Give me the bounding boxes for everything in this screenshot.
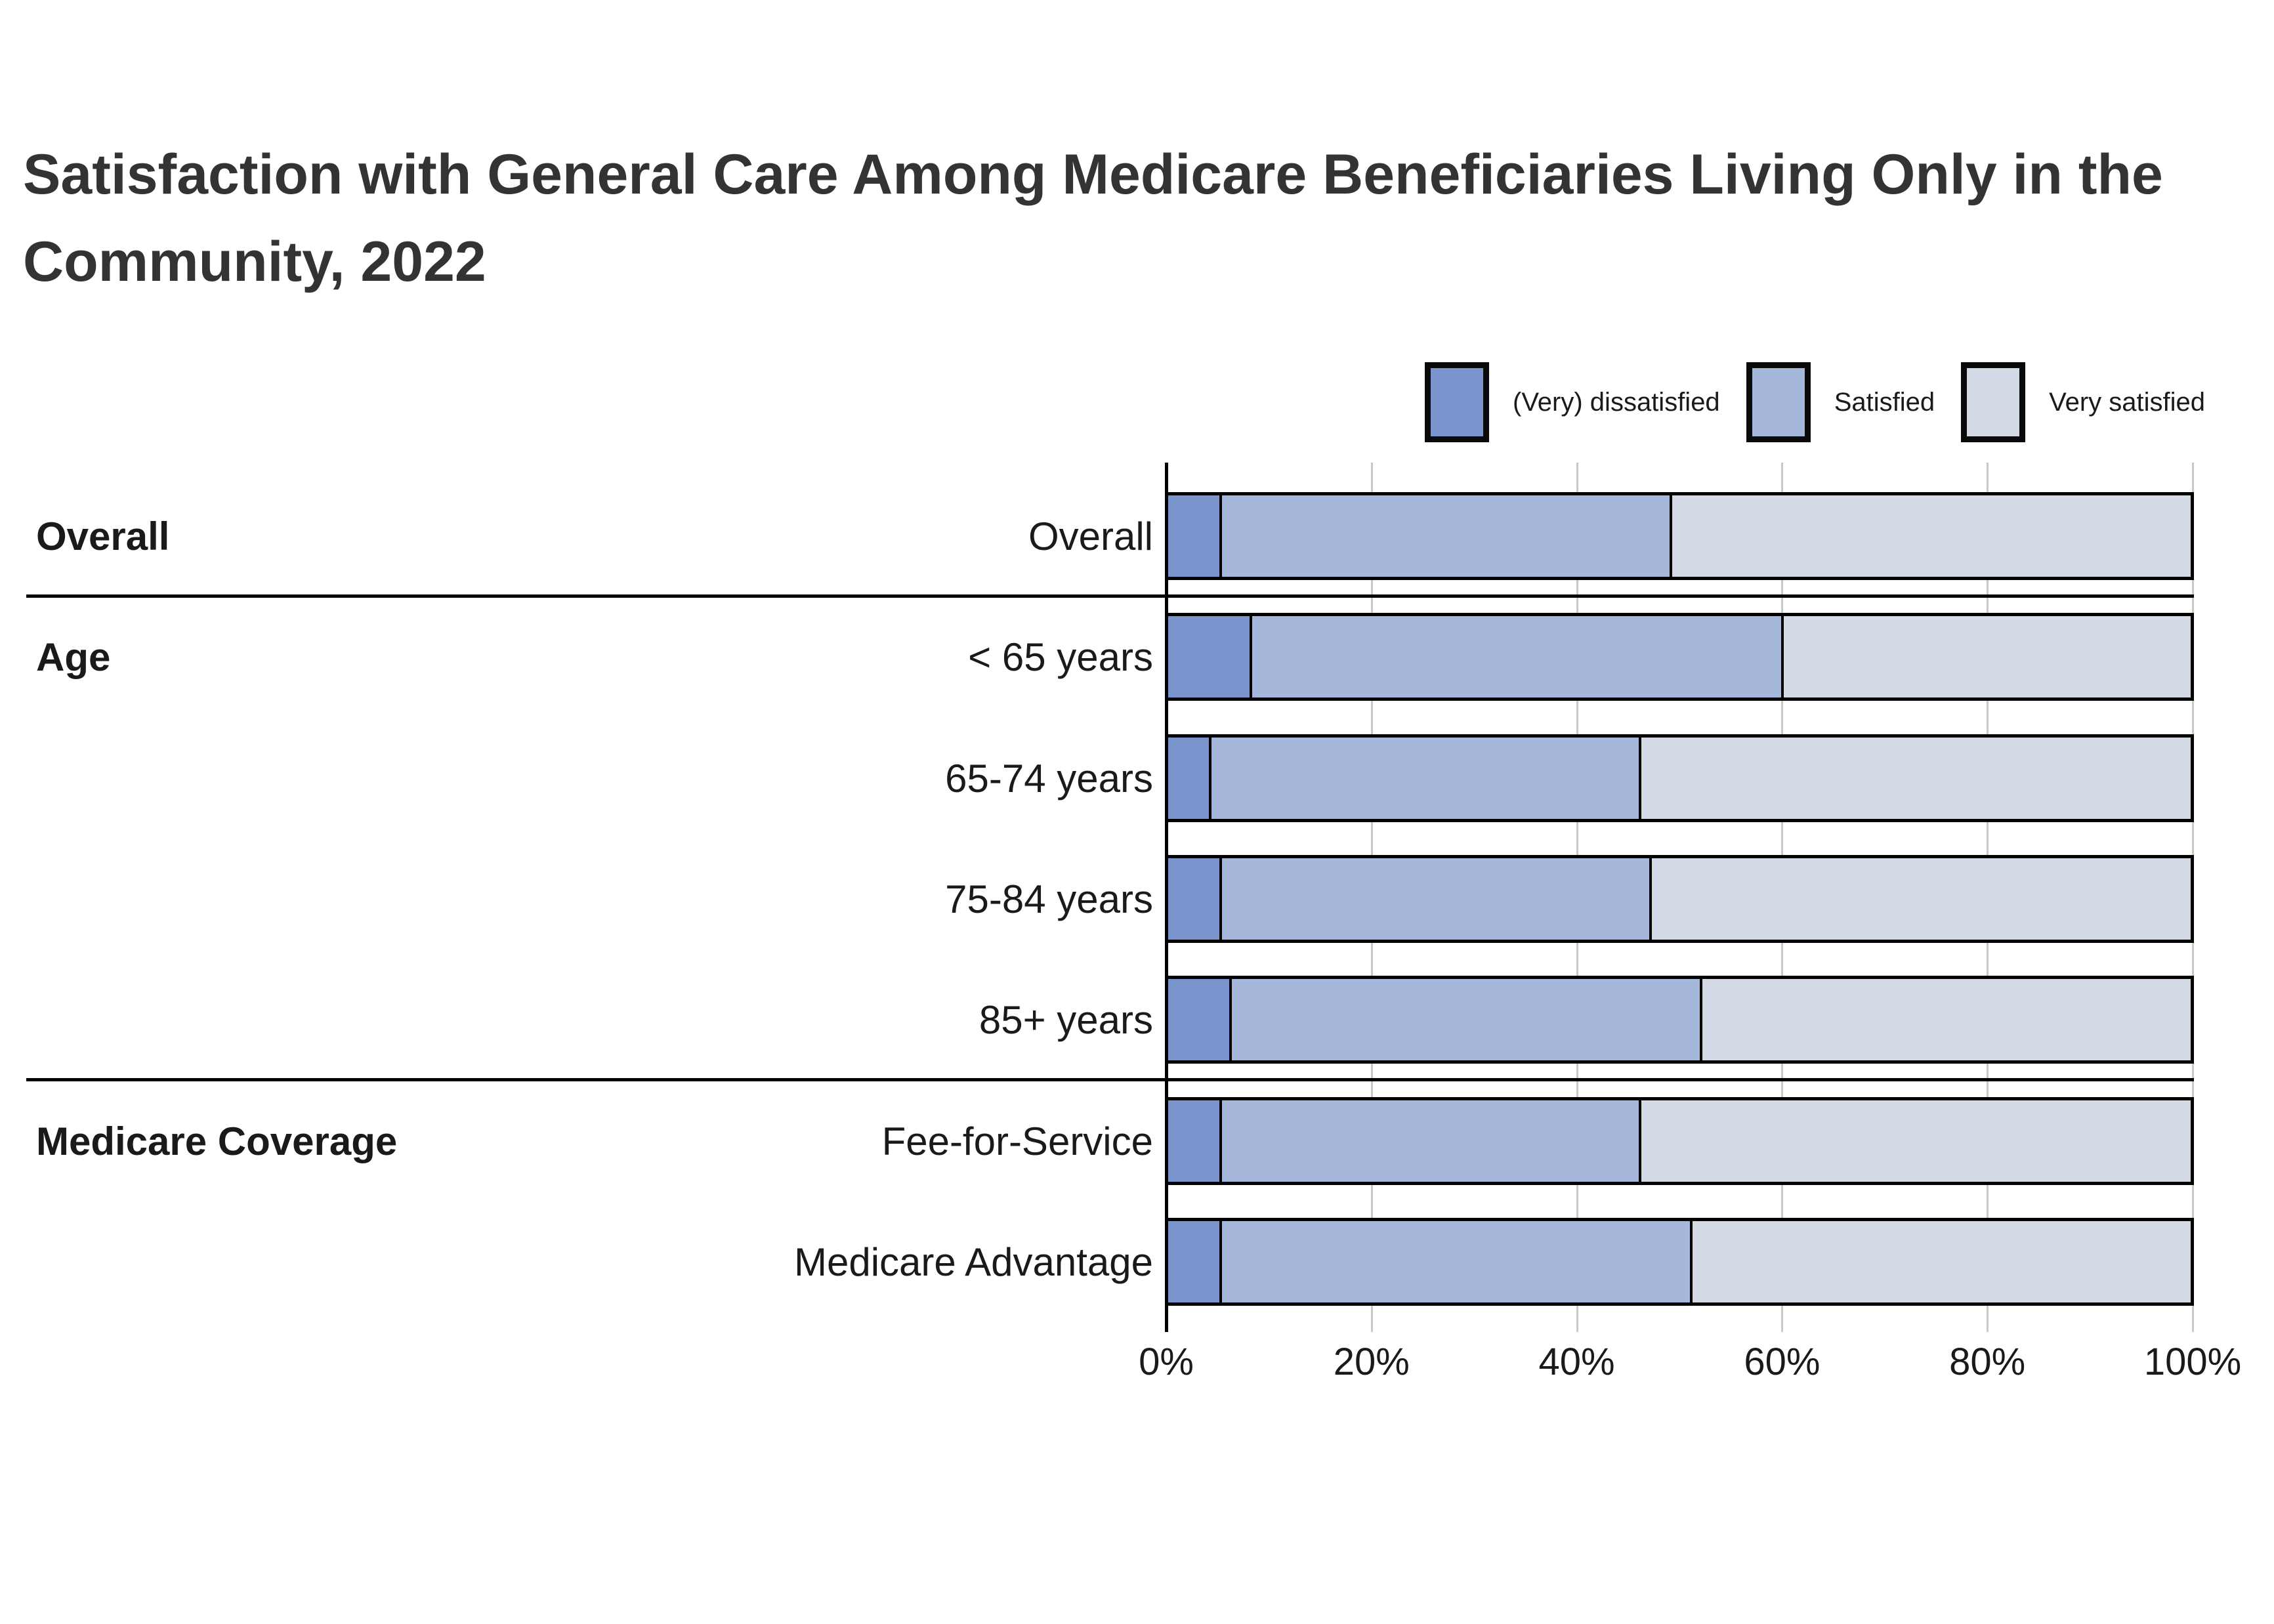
bar-segment-75-84-years-very-satisfied <box>1649 858 2191 940</box>
group-label-medicare-coverage: Medicare Coverage <box>36 1119 398 1163</box>
bar-segment-medicare-advantage-very-dissatisfied <box>1168 1221 1219 1302</box>
x-tick-label-80%: 80% <box>1949 1341 2026 1383</box>
bar-segment-85-years-satisfied <box>1229 979 1700 1060</box>
legend-item-satisfied: Satisfied <box>1746 362 1935 442</box>
x-tick-label-60%: 60% <box>1744 1341 1821 1383</box>
chart-title: Satisfaction with General Care Among Med… <box>23 131 2254 306</box>
x-tick-label-20%: 20% <box>1333 1341 1410 1383</box>
chart-title-line-2: Community, 2022 <box>23 230 486 293</box>
chart-title-line-1: Satisfaction with General Care Among Med… <box>23 143 2163 206</box>
group-label-age: Age <box>36 635 111 679</box>
bar-segment-65-74-years-very-dissatisfied <box>1168 738 1209 819</box>
legend-swatch-dissatisfied <box>1425 362 1490 442</box>
bar-segment-65-years-satisfied <box>1250 616 1781 697</box>
bar-segment-overall-satisfied <box>1219 495 1670 577</box>
row-label-fee-for-service: Fee-for-Service <box>881 1119 1153 1163</box>
x-tick-label-40%: 40% <box>1538 1341 1615 1383</box>
group-separator-after-85-years <box>26 1078 2194 1081</box>
bar-segment-65-years-very-dissatisfied <box>1168 616 1250 697</box>
bar-segment-65-74-years-very-satisfied <box>1639 738 2191 819</box>
legend-swatch-satisfied <box>1746 362 1811 442</box>
legend-swatch-very-satisfied <box>1961 362 2026 442</box>
bar-65-years <box>1165 613 2194 701</box>
bar-65-74-years <box>1165 734 2194 822</box>
group-separator-after-overall <box>26 594 2194 598</box>
bar-fee-for-service <box>1165 1097 2194 1185</box>
legend-item-very-satisfied: Very satisfied <box>1961 362 2205 442</box>
row-label-65-74-years: 65-74 years <box>945 756 1153 801</box>
plot-area <box>1165 463 2194 1332</box>
bar-segment-medicare-advantage-satisfied <box>1219 1221 1690 1302</box>
row-label-65-years: < 65 years <box>968 635 1153 679</box>
bar-segment-85-years-very-satisfied <box>1700 979 2191 1060</box>
row-label-85-years: 85+ years <box>979 997 1153 1042</box>
bar-segment-fee-for-service-satisfied <box>1219 1100 1639 1182</box>
bar-segment-fee-for-service-very-dissatisfied <box>1168 1100 1219 1182</box>
legend: (Very) dissatisfied Satisfied Very satis… <box>1425 362 2205 442</box>
row-label-medicare-advantage: Medicare Advantage <box>793 1239 1153 1284</box>
legend-item-dissatisfied: (Very) dissatisfied <box>1425 362 1720 442</box>
bar-segment-overall-very-dissatisfied <box>1168 495 1219 577</box>
legend-label-very-satisfied: Very satisfied <box>2049 387 2205 417</box>
bar-segment-75-84-years-satisfied <box>1219 858 1649 940</box>
row-label-overall: Overall <box>1028 514 1153 558</box>
bar-75-84-years <box>1165 855 2194 943</box>
row-label-75-84-years: 75-84 years <box>945 877 1153 921</box>
bar-segment-65-74-years-satisfied <box>1209 738 1639 819</box>
bar-segment-85-years-very-dissatisfied <box>1168 979 1229 1060</box>
bar-segment-medicare-advantage-very-satisfied <box>1689 1221 2191 1302</box>
x-tick-label-100%: 100% <box>2143 1341 2242 1383</box>
bar-segment-overall-very-satisfied <box>1669 495 2191 577</box>
bar-segment-fee-for-service-very-satisfied <box>1639 1100 2191 1182</box>
bar-overall <box>1165 492 2194 580</box>
bar-segment-65-years-very-satisfied <box>1781 616 2191 697</box>
x-tick-label-0%: 0% <box>1139 1341 1194 1383</box>
bar-85-years <box>1165 976 2194 1064</box>
group-label-overall: Overall <box>36 514 170 558</box>
legend-label-satisfied: Satisfied <box>1834 387 1935 417</box>
bar-medicare-advantage <box>1165 1218 2194 1306</box>
legend-label-dissatisfied: (Very) dissatisfied <box>1513 387 1720 417</box>
bar-segment-75-84-years-very-dissatisfied <box>1168 858 1219 940</box>
